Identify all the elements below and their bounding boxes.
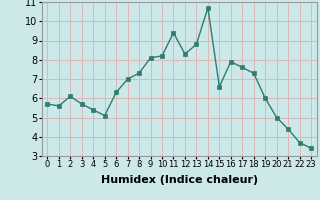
X-axis label: Humidex (Indice chaleur): Humidex (Indice chaleur): [100, 175, 258, 185]
